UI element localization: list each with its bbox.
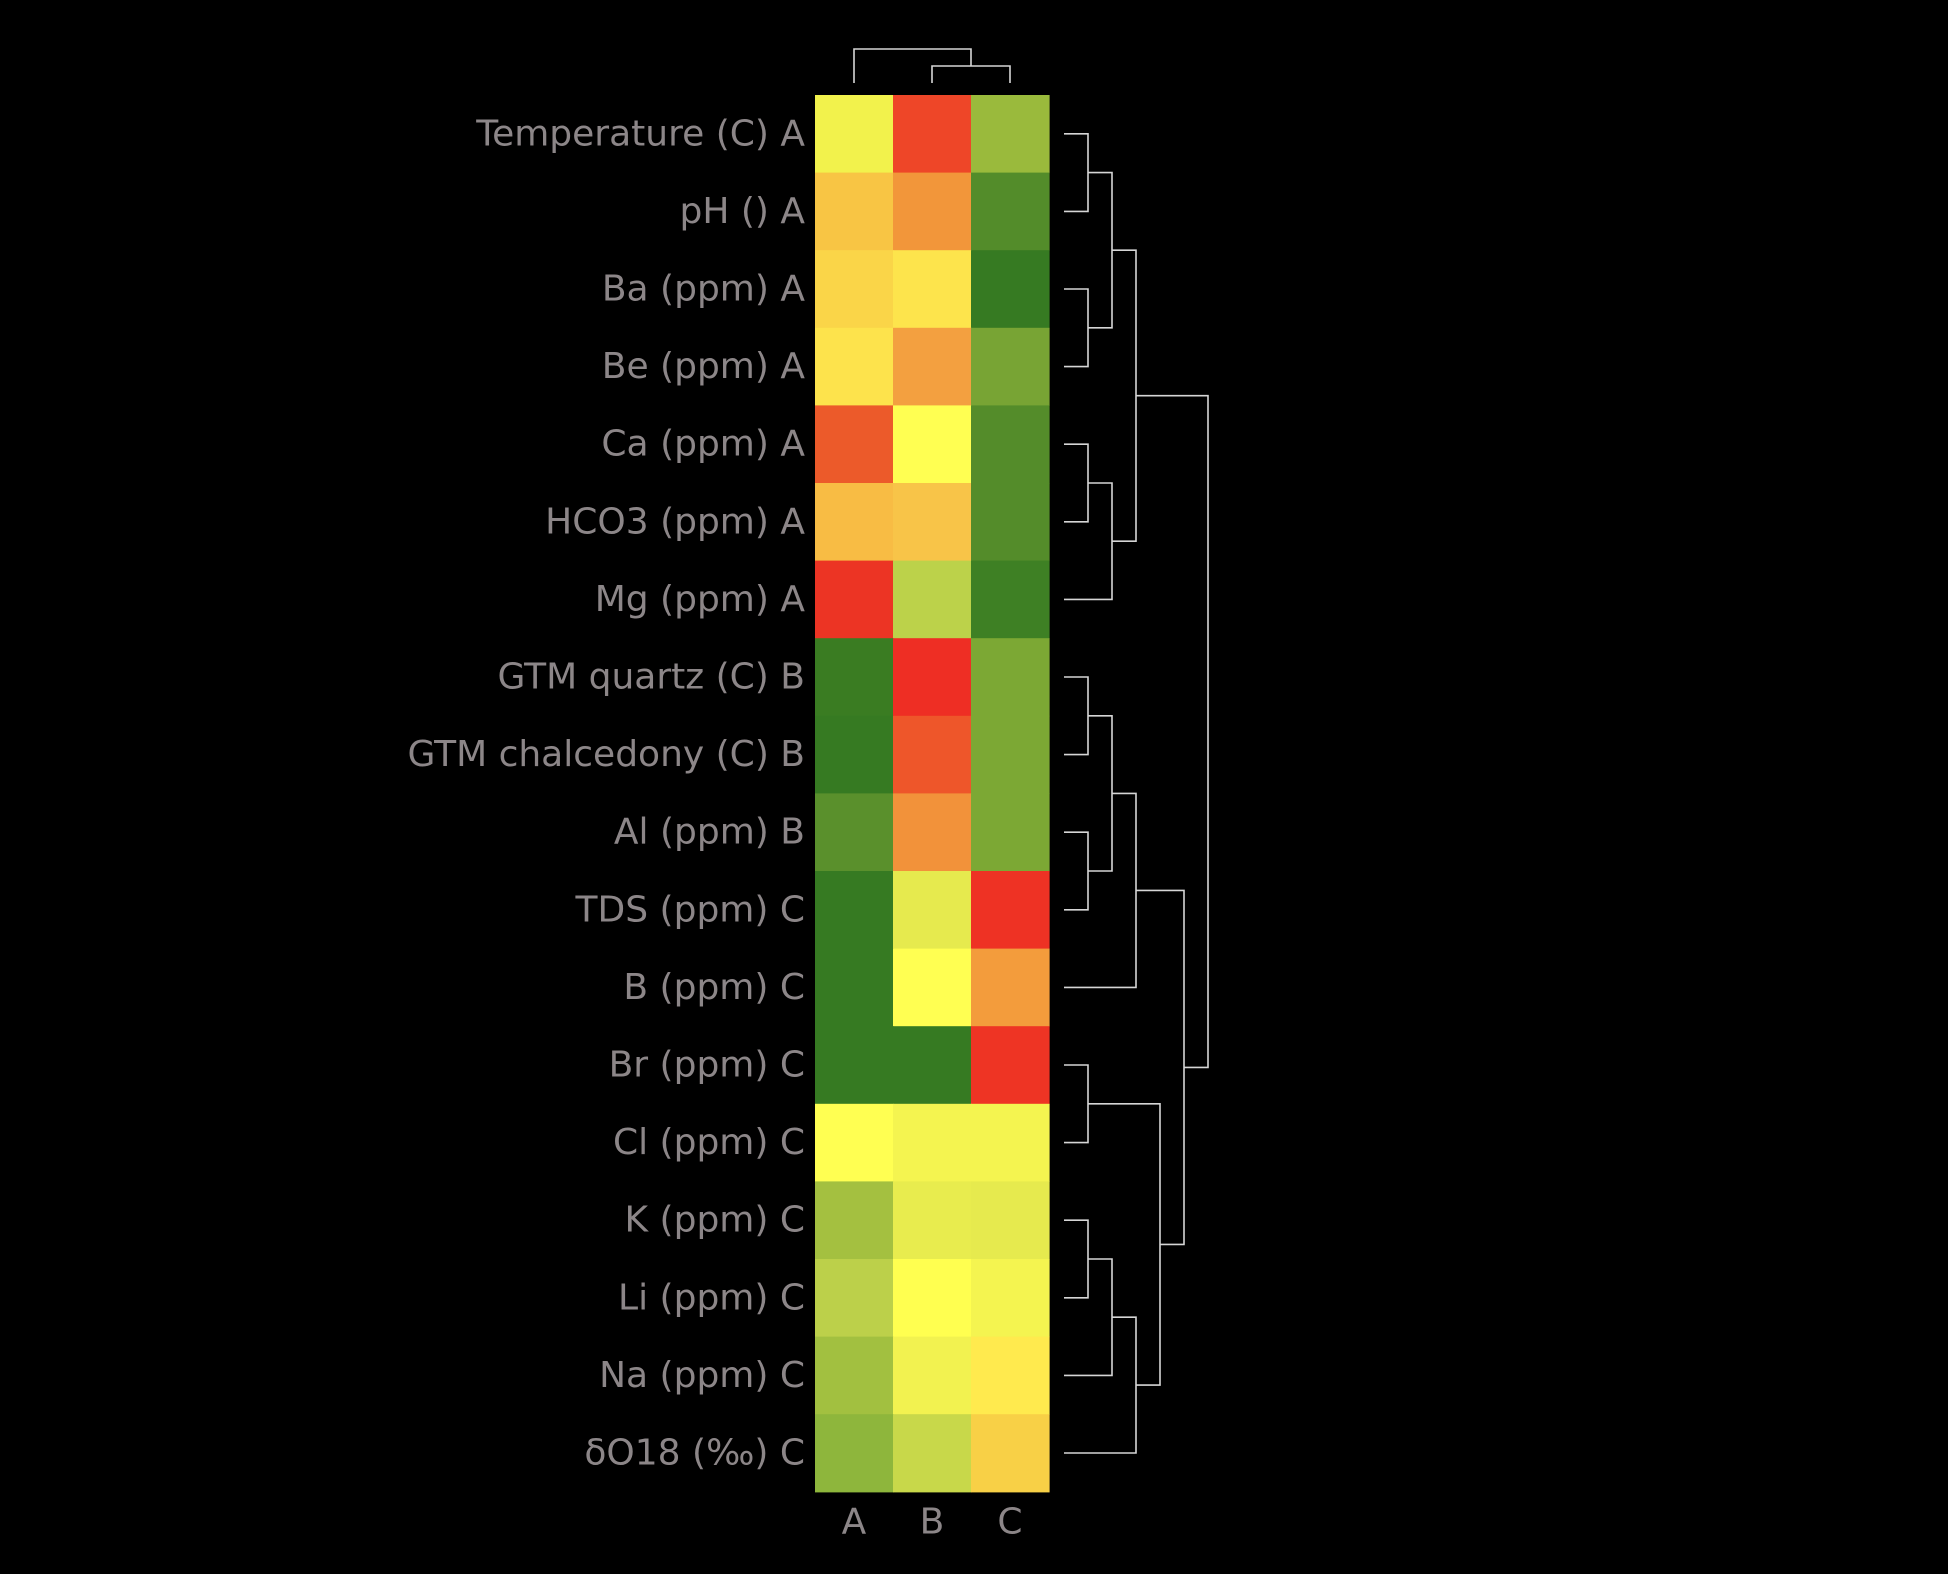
heatmap-cell [971, 715, 1050, 794]
column-label: B [920, 1501, 945, 1542]
column-label: C [997, 1501, 1022, 1542]
heatmap-cell [971, 948, 1050, 1027]
heatmap-cell [893, 560, 972, 639]
heatmap-cell [893, 1181, 972, 1260]
heatmap-cell [971, 638, 1050, 717]
row-labels: Temperature (C) A pH () A Ba (ppm) A Be (pp… [407, 113, 805, 1473]
row-dendrogram-link [1064, 1316, 1137, 1454]
heatmap-cell [971, 1336, 1050, 1415]
heatmap-cell [815, 95, 894, 174]
row-label: Mg (ppm) A [595, 579, 806, 620]
row-label: pH () A [679, 191, 805, 232]
row-label: B (ppm) C [623, 967, 805, 1008]
heatmap-cell [815, 948, 894, 1027]
heatmap-cell [971, 1259, 1050, 1338]
row-label: Ca (ppm) A [601, 424, 805, 465]
column-labels: A B C [842, 1501, 1023, 1542]
row-dendrogram-link [1064, 288, 1089, 368]
row-dendrogram-link [1064, 1219, 1089, 1299]
heatmap-cell [893, 405, 972, 484]
row-label: Temperature (C) A [475, 113, 805, 154]
heatmap-cell [893, 95, 972, 174]
heatmap-cell [893, 948, 972, 1027]
heatmap-cell [971, 327, 1050, 406]
heatmap-cell [893, 793, 972, 872]
heatmap-cell [971, 1026, 1050, 1105]
column-dendrogram [853, 48, 1011, 83]
heatmap-cell [815, 405, 894, 484]
heatmap-cell [815, 871, 894, 950]
heatmap-cell [893, 172, 972, 251]
heatmap-cell [893, 483, 972, 562]
row-dendrogram-link [1136, 394, 1209, 1069]
heatmap-cell [971, 405, 1050, 484]
heatmap-cell [893, 1103, 972, 1182]
heatmap-cell [815, 638, 894, 717]
heatmap-cell [893, 1336, 972, 1415]
heatmap-cell [815, 1259, 894, 1338]
heatmap-cell [893, 250, 972, 329]
row-dendrogram-link [1064, 831, 1089, 911]
heatmap-cell [815, 1181, 894, 1260]
heatmap-cell [815, 483, 894, 562]
row-dendrogram-link [1064, 1064, 1089, 1144]
heatmap-cell [815, 560, 894, 639]
heatmap-cell [971, 1414, 1050, 1493]
row-dendrogram-link [1064, 133, 1089, 213]
row-dendrogram-link [1088, 1103, 1161, 1386]
heatmap-cell [815, 1103, 894, 1182]
heatmap-cell [971, 250, 1050, 329]
heatmap-cell [893, 871, 972, 950]
row-label: Al (ppm) B [614, 812, 805, 853]
row-label: K (ppm) C [625, 1200, 806, 1241]
heatmap-cell [893, 1259, 972, 1338]
heatmap-cell [815, 1414, 894, 1493]
row-dendrogram-link [1112, 249, 1137, 542]
heatmap-cell [893, 715, 972, 794]
heatmap-cell [971, 95, 1050, 174]
heatmap-cell [893, 1414, 972, 1493]
heatmap-cell [815, 715, 894, 794]
row-label: Na (ppm) C [599, 1355, 805, 1396]
heatmap-cell [971, 871, 1050, 950]
heatmap-cell [893, 327, 972, 406]
heatmap-cell [815, 250, 894, 329]
heatmap-cell [815, 1336, 894, 1415]
column-dendrogram-link [931, 65, 1011, 83]
row-dendrogram-link [1088, 171, 1113, 329]
heatmap-cell [893, 638, 972, 717]
heatmap-cell [815, 793, 894, 872]
row-label: TDS (ppm) C [575, 889, 805, 930]
heatmap-cell [815, 1026, 894, 1105]
column-label: A [842, 1501, 867, 1542]
row-dendrogram-link [1088, 715, 1113, 872]
row-label: HCO3 (ppm) A [545, 501, 805, 542]
row-label: Be (ppm) A [602, 346, 806, 387]
heatmap-cell [971, 793, 1050, 872]
row-dendrogram-link [1064, 676, 1089, 756]
row-dendrogram-link [1064, 792, 1137, 989]
row-dendrogram [1064, 133, 1209, 1454]
column-dendrogram-link [853, 48, 972, 83]
heatmap-cell [815, 327, 894, 406]
row-label: Ba (ppm) A [602, 269, 806, 310]
row-label: Br (ppm) C [609, 1045, 805, 1086]
heatmap-cell [971, 483, 1050, 562]
heatmap-cells [815, 95, 1050, 1493]
row-label: Cl (ppm) C [613, 1122, 805, 1163]
row-label: Li (ppm) C [618, 1277, 805, 1318]
row-label: δO18 (‰) C [584, 1433, 805, 1474]
row-dendrogram-link [1064, 443, 1089, 523]
heatmap-cell [893, 1026, 972, 1105]
row-label: GTM quartz (C) B [498, 657, 805, 698]
heatmap-cell [815, 172, 894, 251]
heatmap-cell [971, 1181, 1050, 1260]
row-label: GTM chalcedony (C) B [407, 734, 805, 775]
heatmap-cell [971, 1103, 1050, 1182]
heatmap-cell [971, 560, 1050, 639]
heatmap-cell [971, 172, 1050, 251]
